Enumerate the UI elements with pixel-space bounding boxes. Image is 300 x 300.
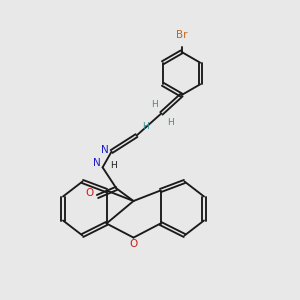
Text: H: H	[142, 122, 149, 131]
Text: H: H	[167, 118, 174, 127]
Text: O: O	[129, 239, 138, 249]
Text: N: N	[101, 145, 109, 155]
Text: H: H	[110, 161, 116, 170]
Text: H: H	[152, 100, 158, 109]
Text: N: N	[93, 158, 101, 168]
Text: O: O	[85, 188, 93, 199]
Text: Br: Br	[176, 29, 188, 40]
